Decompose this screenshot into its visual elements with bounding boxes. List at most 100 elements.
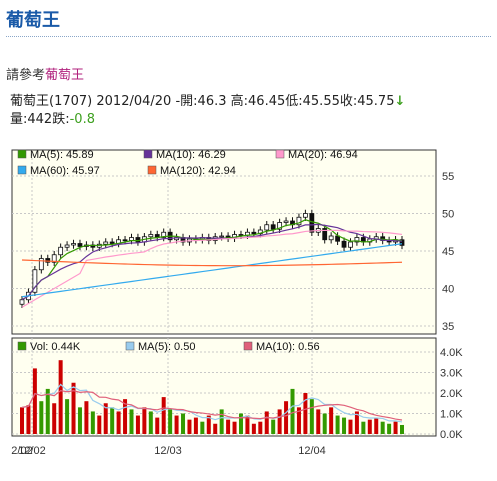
price-tick-label: 55: [442, 171, 454, 183]
volume-bar: [322, 413, 327, 434]
quote-line: 葡萄王(1707) 2012/04/20 -開:46.3 高:46.45低:45…: [10, 94, 406, 109]
volume-bar: [284, 401, 289, 434]
price-tick-label: 50: [442, 209, 454, 221]
candle-body: [64, 244, 70, 248]
volume-bar: [71, 382, 76, 434]
stock-name-code: 葡萄王(1707): [10, 94, 93, 109]
candle-body: [302, 213, 308, 218]
legend-swatch: [17, 165, 27, 175]
volume-bar: [181, 413, 186, 434]
legend-swatch: [143, 149, 153, 159]
volume-bar: [52, 403, 57, 434]
candle-body: [251, 231, 257, 235]
volume-bar: [251, 423, 256, 434]
legend-swatch: [17, 149, 27, 159]
legend-swatch: [17, 341, 27, 351]
volume-bar: [45, 388, 50, 434]
price-tick-label: 35: [442, 321, 454, 333]
volume-bar: [238, 413, 243, 434]
volume-bar: [367, 419, 372, 434]
volume-bar: [258, 421, 263, 434]
legend-label: MA(60): 45.97: [30, 165, 100, 177]
volume-bar: [193, 417, 198, 434]
volume-bar: [65, 399, 70, 434]
candle-body: [264, 224, 270, 231]
volume-bar: [232, 421, 237, 434]
candle-body: [322, 228, 328, 241]
candle-body: [38, 258, 44, 271]
reference-line: 請參考葡萄王: [6, 64, 84, 83]
volume-bar: [174, 415, 179, 434]
candle-body: [109, 241, 115, 244]
legend-label: MA(5): 45.89: [30, 149, 94, 161]
volume-bar: [361, 421, 366, 434]
close-label: 收:: [339, 94, 358, 109]
quote-date: 2012/04/20: [96, 94, 172, 109]
volume-bar: [264, 411, 269, 434]
volume-bar: [110, 407, 115, 434]
close-value: 45.75: [357, 94, 395, 109]
volume-bar: [187, 419, 192, 434]
price-tick-label: 40: [442, 284, 454, 296]
volume-bar: [271, 419, 276, 434]
candle-body: [122, 239, 128, 242]
volume-bar: [226, 419, 231, 434]
page-title: 葡萄王: [6, 10, 60, 31]
candle-body: [348, 241, 353, 248]
volume-bar: [335, 415, 340, 434]
price-tick-label: 45: [442, 246, 454, 258]
volume-bar: [290, 388, 295, 434]
high-value: 46.45: [248, 94, 286, 109]
x-tick-label: 12/04: [298, 445, 326, 457]
volume-bar: [97, 415, 102, 434]
title-divider: [6, 36, 491, 37]
legend-swatch: [243, 341, 253, 351]
candle-body: [219, 235, 225, 238]
volume-tick-label: 0.0K: [440, 429, 463, 441]
volume-bar: [329, 407, 334, 434]
volume-bar: [90, 411, 95, 434]
volume-bar: [161, 397, 166, 434]
volume-bar: [354, 411, 359, 434]
ma10-line: [21, 223, 403, 301]
stock-link[interactable]: 葡萄王: [45, 68, 85, 83]
volume-bar: [103, 403, 108, 434]
candle-body: [309, 213, 315, 233]
volume-bar: [123, 399, 128, 434]
candle-body: [32, 269, 38, 293]
x-tick-label: 12/03: [154, 445, 182, 457]
candle-body: [296, 216, 302, 226]
legend-label: MA(5): 0.50: [138, 341, 195, 353]
volume-bar: [200, 421, 205, 434]
candle-body: [341, 240, 347, 248]
volume-bar: [393, 421, 398, 434]
volume-tick-label: 3.0K: [440, 368, 463, 380]
low-value: 45.55: [302, 94, 340, 109]
candle-body: [148, 234, 154, 238]
open-value: 46.3: [197, 94, 227, 109]
x-tick-label: 2/02: [11, 445, 32, 457]
volume-ma10-line: [21, 390, 403, 421]
down-arrow-icon: ↓: [394, 94, 406, 109]
change-label: 跌:: [52, 112, 70, 127]
volume-bar: [400, 424, 404, 434]
open-label: 開:: [180, 94, 198, 109]
volume-bar: [245, 415, 250, 434]
volume-tick-label: 2.0K: [440, 388, 463, 400]
volume-bar: [380, 421, 385, 434]
candle-body: [45, 258, 51, 263]
candle-body: [103, 241, 109, 245]
legend-swatch: [125, 341, 135, 351]
volume-bar: [84, 401, 89, 434]
legend-label: MA(120): 42.94: [160, 165, 236, 177]
legend-swatch: [147, 165, 157, 175]
candle-body: [71, 243, 76, 246]
volume-panel: [11, 337, 437, 437]
volume-bar: [206, 415, 211, 434]
volume-bar: [20, 407, 24, 434]
volume-bar: [277, 409, 282, 434]
volume-bar: [129, 409, 134, 434]
legend-label: MA(10): 46.29: [156, 149, 226, 161]
candle-body: [270, 224, 276, 230]
